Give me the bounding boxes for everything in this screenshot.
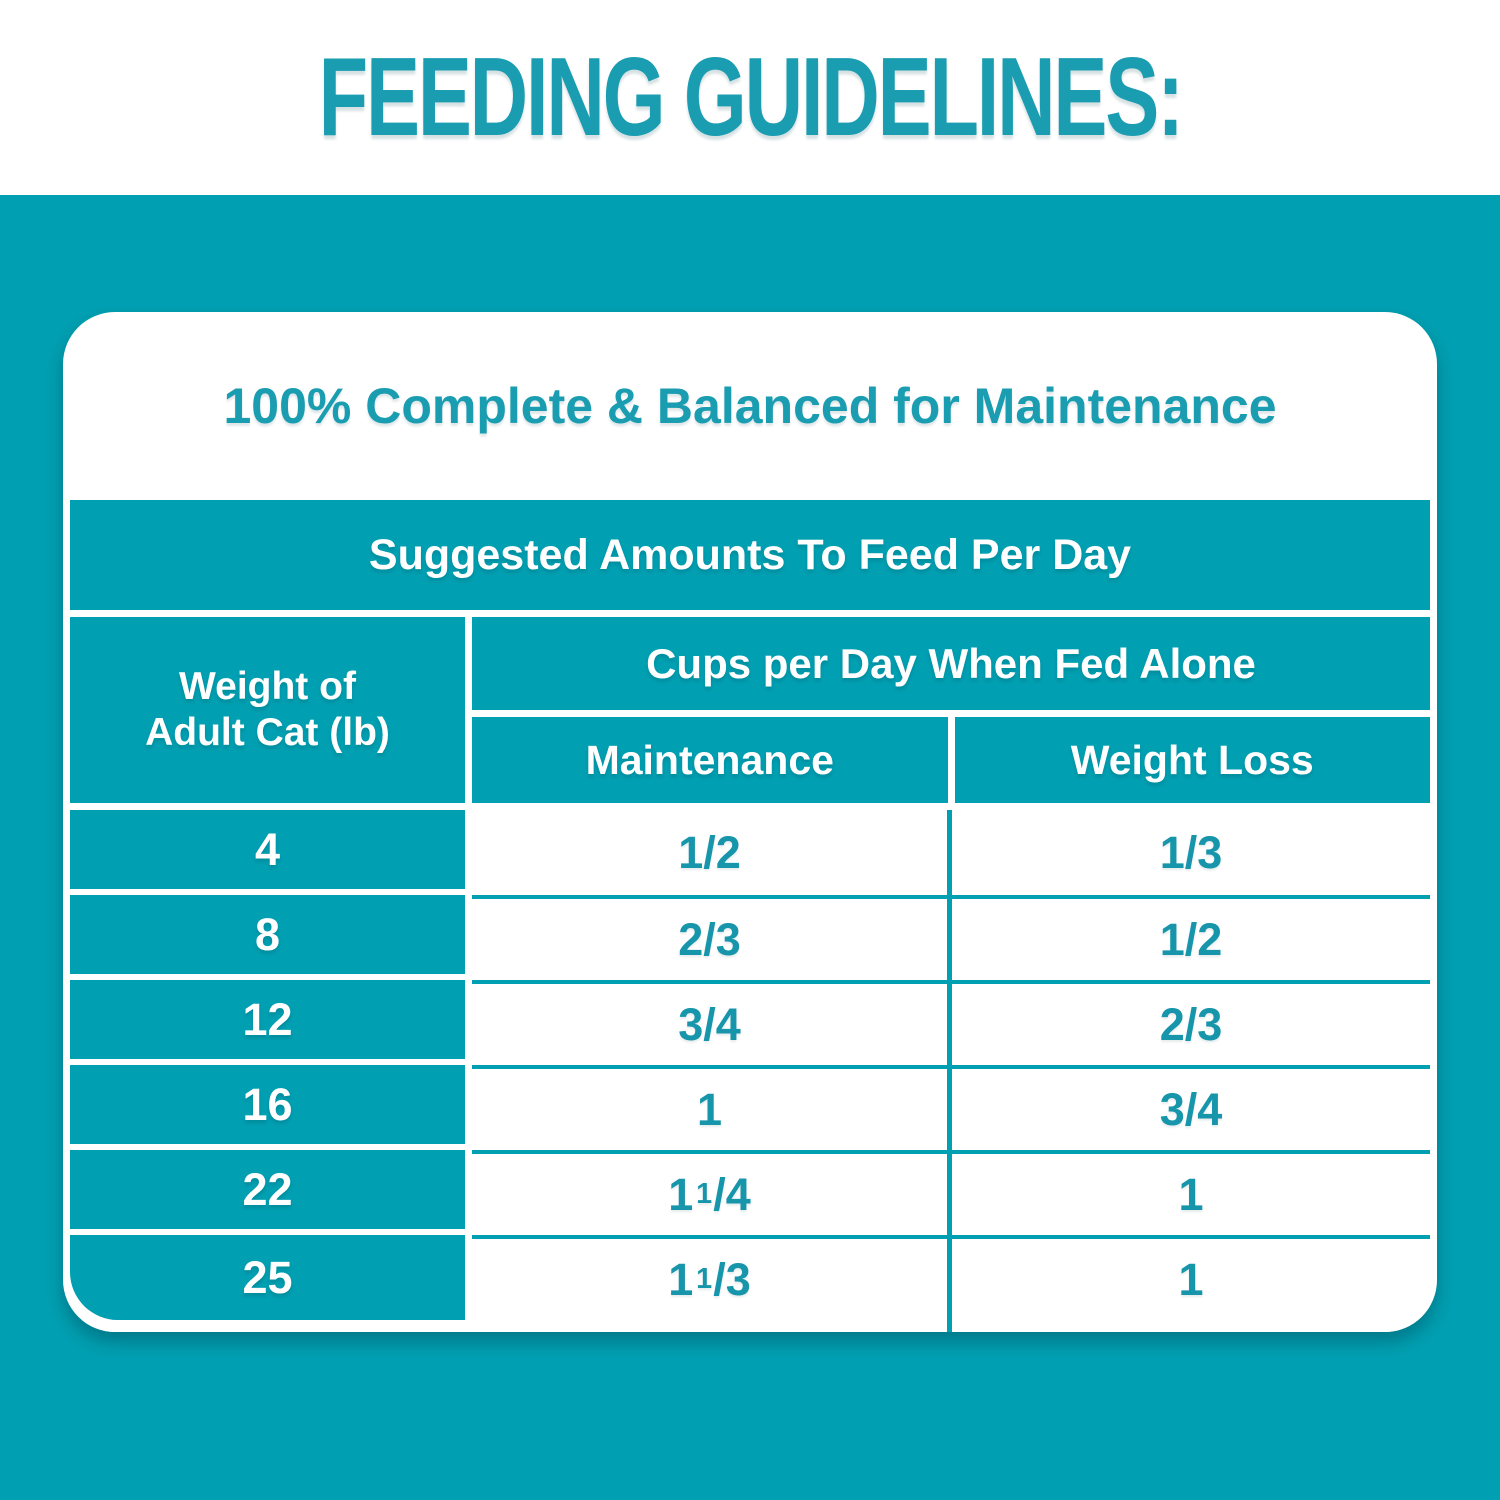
- card-title: 100% Complete & Balanced for Maintenance: [223, 378, 1277, 434]
- weight-loss-cell: 2/3: [952, 980, 1430, 1065]
- maintenance-cell: 1 1/4: [472, 1150, 947, 1235]
- column-divider: [947, 1150, 952, 1235]
- column-divider: [947, 895, 952, 980]
- weight-cell: 12: [70, 980, 465, 1065]
- column-divider: [947, 1320, 952, 1332]
- table-row: 8 2/3 1/2: [70, 895, 1430, 980]
- weight-cell: 8: [70, 895, 465, 980]
- weight-loss-cell: 1/2: [952, 895, 1430, 980]
- guidelines-card: 100% Complete & Balanced for Maintenance…: [63, 312, 1437, 1332]
- table-footer-spacer: [70, 1320, 1430, 1332]
- maintenance-cell: 1/2: [472, 810, 947, 895]
- table-caption: Suggested Amounts To Feed Per Day: [70, 500, 1430, 610]
- sub-header-row: Maintenance Weight Loss: [472, 717, 1430, 803]
- column-divider: [947, 1235, 952, 1320]
- weight-cell: 4: [70, 810, 465, 895]
- table-row: 12 3/4 2/3: [70, 980, 1430, 1065]
- weight-loss-cell: 1/3: [952, 810, 1430, 895]
- cups-header-group: Cups per Day When Fed Alone Maintenance …: [472, 617, 1430, 803]
- maintenance-cell: 2/3: [472, 895, 947, 980]
- maintenance-cell: 3/4: [472, 980, 947, 1065]
- column-divider: [947, 810, 952, 895]
- weight-cell: 25: [70, 1235, 465, 1320]
- card-title-zone: 100% Complete & Balanced for Maintenance: [63, 312, 1437, 500]
- weight-cell: 16: [70, 1065, 465, 1150]
- row-gap: [472, 710, 1430, 717]
- weight-loss-cell: 1: [952, 1235, 1430, 1320]
- feeding-table: Suggested Amounts To Feed Per Day Weight…: [70, 500, 1430, 1332]
- column-gap: [465, 617, 472, 803]
- column-divider: [947, 980, 952, 1065]
- column-header-maintenance: Maintenance: [472, 717, 948, 803]
- table-row: 25 1 1/3 1: [70, 1235, 1430, 1320]
- column-header-weight-loss: Weight Loss: [954, 717, 1430, 803]
- top-band: FEEDING GUIDELINES:: [0, 0, 1500, 195]
- weight-loss-cell: 3/4: [952, 1065, 1430, 1150]
- page-title: FEEDING GUIDELINES:: [318, 35, 1183, 159]
- maintenance-cell: 1: [472, 1065, 947, 1150]
- table-row: 4 1/2 1/3: [70, 810, 1430, 895]
- column-divider: [947, 1065, 952, 1150]
- weight-loss-cell: 1: [952, 1150, 1430, 1235]
- table-row: 22 1 1/4 1: [70, 1150, 1430, 1235]
- table-body: 4 1/2 1/3 8 2/3 1/2 12 3/4 2/3 16 1 3/4 …: [70, 810, 1430, 1320]
- cups-per-day-header: Cups per Day When Fed Alone: [472, 617, 1430, 710]
- weight-column-header: Weight of Adult Cat (lb): [70, 617, 465, 803]
- maintenance-cell: 1 1/3: [472, 1235, 947, 1320]
- column-divider-gap: [947, 717, 955, 803]
- table-row: 16 1 3/4: [70, 1065, 1430, 1150]
- weight-cell: 22: [70, 1150, 465, 1235]
- table-header-row: Weight of Adult Cat (lb) Cups per Day Wh…: [70, 617, 1430, 803]
- teal-background: 100% Complete & Balanced for Maintenance…: [0, 195, 1500, 1500]
